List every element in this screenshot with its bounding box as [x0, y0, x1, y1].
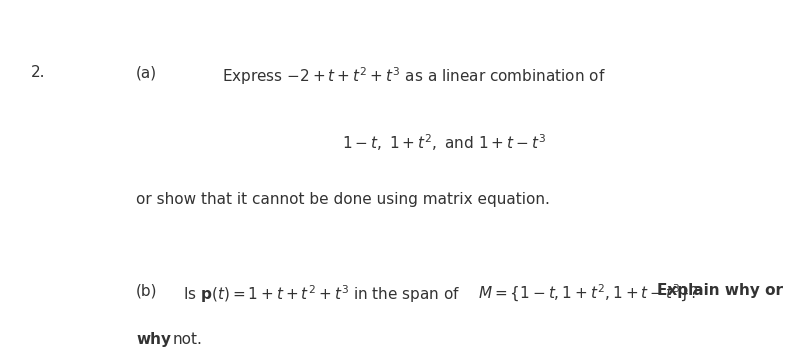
Text: (a): (a): [136, 65, 157, 80]
Text: Is $\mathbf{p}(t)=1+t+t^2+t^3$ in the span of: Is $\mathbf{p}(t)=1+t+t^2+t^3$ in the sp…: [183, 283, 460, 305]
Text: or show that it cannot be done using matrix equation.: or show that it cannot be done using mat…: [136, 192, 550, 207]
Text: $1-t,\ 1+t^2,$ and $1+t-t^3$: $1-t,\ 1+t^2,$ and $1+t-t^3$: [342, 132, 546, 153]
Text: 2.: 2.: [31, 65, 46, 80]
Text: Express $-2+t+t^2+t^3$ as a linear combination of: Express $-2+t+t^2+t^3$ as a linear combi…: [222, 65, 605, 87]
Text: (b): (b): [136, 283, 157, 298]
Text: not.: not.: [173, 332, 203, 347]
Text: $M=\{1-t,1+t^2,1+t-t^3\}$?: $M=\{1-t,1+t^2,1+t-t^3\}$?: [479, 283, 699, 304]
Text: why: why: [136, 332, 171, 347]
Text: Explain why or: Explain why or: [658, 283, 784, 298]
